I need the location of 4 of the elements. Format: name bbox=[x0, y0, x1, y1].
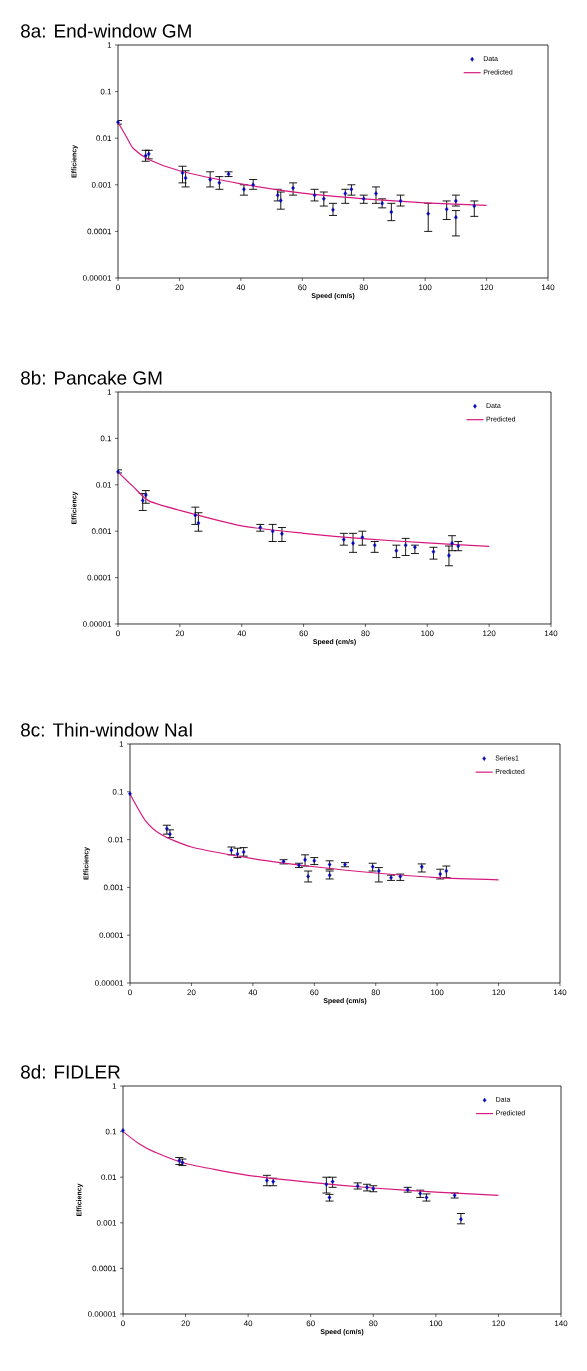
chart-title: 8c: Thin-window NaI bbox=[21, 722, 192, 737]
chart-title: 8a: End-window GM bbox=[21, 23, 191, 38]
chart-title: 8b: Pancake GM bbox=[21, 370, 162, 385]
chart-title: 8d: FIDLER bbox=[21, 1064, 120, 1079]
